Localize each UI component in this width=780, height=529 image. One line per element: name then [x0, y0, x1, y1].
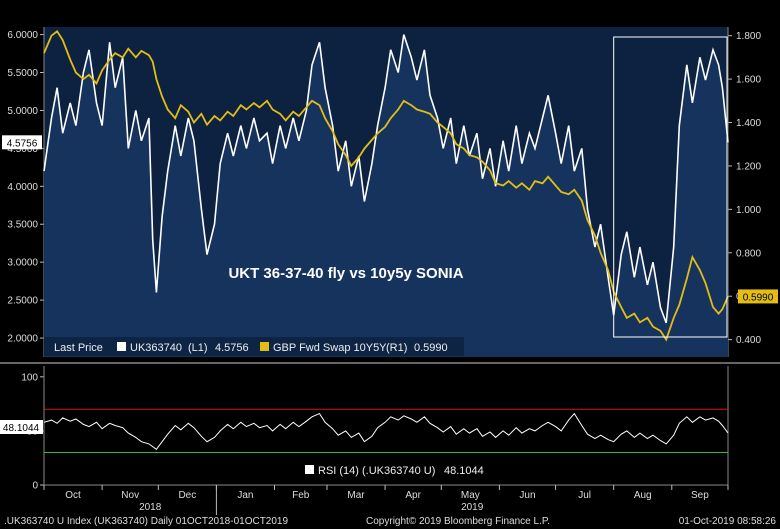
- right-axis-label: 1.400: [736, 118, 761, 129]
- x-axis-label: Jul: [578, 490, 591, 501]
- left-axis-label: 3.0000: [7, 258, 38, 269]
- x-axis-label: Jun: [519, 490, 535, 501]
- chart-annotation: UKT 36-37-40 fly vs 10y5y SONIA: [228, 265, 463, 282]
- right-axis-label: 1.800: [736, 31, 761, 42]
- uk363740-area: [44, 34, 728, 357]
- right-axis-label: 1.000: [736, 205, 761, 216]
- footer-right: 01-Oct-2019 08:58:26: [679, 516, 777, 527]
- left-axis-label: 4.5000: [7, 144, 38, 155]
- legend-swatch-uk363740: [117, 342, 126, 351]
- highlight-box: [613, 36, 728, 338]
- left-axis-label: 3.5000: [7, 220, 38, 231]
- left-axis-label: 2.0000: [7, 334, 38, 345]
- rsi-last-badge: [0, 420, 43, 434]
- x-axis-label: Apr: [405, 490, 421, 501]
- x-axis-label: Nov: [121, 490, 139, 501]
- x-axis-label: May: [461, 490, 480, 501]
- last-value-badge-right-text: 0.5990: [743, 292, 774, 303]
- footer-center: Copyright© 2019 Bloomberg Finance L.P.: [366, 516, 550, 527]
- x-axis-year-label: 2018: [139, 502, 162, 513]
- legend-s1-axis: (L1): [188, 342, 208, 354]
- main-panel: 6.0000 5.5000 5.0000 4.5000 4.0000 3.5000 3.00…: [2, 27, 778, 357]
- rsi-panel: 100500 48.1044 RSI (14) (.UK363740 U) 48…: [0, 366, 729, 492]
- legend-s1-last: 4.5756: [215, 342, 249, 354]
- legend-s1-label: UK363740: [130, 342, 182, 354]
- left-axis-label: 5.5000: [7, 68, 38, 79]
- x-axis-label: Sep: [691, 490, 709, 501]
- left-axis-label: 6.0000: [7, 30, 38, 41]
- x-axis-year-label: 2019: [461, 502, 484, 513]
- rsi-line: [43, 412, 729, 450]
- rsi-legend-value: 48.1044: [444, 465, 484, 477]
- rsi-axis-label: 0: [32, 481, 38, 492]
- last-value-badge-right: [738, 289, 778, 304]
- right-axis-label: 0.400: [736, 335, 761, 346]
- left-axis-label: 2.5000: [7, 296, 38, 307]
- last-value-badge-left-text: 4.5756: [7, 138, 38, 149]
- legend-s2-label: GBP Fwd Swap 10Y5Y: [273, 342, 387, 354]
- x-axis: Oct Nov Dec Jan Feb Mar Apr May Jun Jul Aug Sep 2018…: [43, 484, 729, 515]
- x-axis-label: Oct: [65, 490, 81, 501]
- gbp-fwd-swap-line: [43, 29, 729, 342]
- legend-s2-last: 0.5990: [414, 342, 448, 354]
- last-value-badge-left: [2, 135, 42, 150]
- x-axis-label: Jan: [237, 490, 253, 501]
- rsi-legend-bg: [298, 461, 488, 479]
- left-axis: 6.0000 5.5000 5.0000 4.5000 4.0000 3.5000 3.00…: [7, 27, 45, 357]
- left-axis-label: 5.0000: [7, 106, 38, 117]
- legend-swatch-gbp-fwd: [260, 342, 269, 351]
- legend-s2-axis: (R1): [386, 342, 407, 354]
- rsi-last-badge-text: 48.1044: [3, 423, 40, 434]
- legend-bg: [44, 337, 464, 356]
- x-axis-label: Aug: [634, 490, 652, 501]
- right-axis-label: 1.200: [736, 161, 761, 172]
- right-axis-label: 0.800: [736, 248, 761, 259]
- rsi-legend-swatch: [305, 465, 314, 474]
- rsi-legend-label: RSI (14) (.UK363740 U): [318, 465, 435, 477]
- legend-prefix: Last Price: [54, 342, 103, 354]
- x-axis-label: Feb: [292, 490, 310, 501]
- x-axis-label: Dec: [178, 490, 196, 501]
- footer-left: .UK363740 U Index (UK363740) Daily 01OCT…: [4, 516, 288, 527]
- right-axis-label: 1.600: [736, 75, 761, 86]
- left-axis-label: 4.0000: [7, 182, 38, 193]
- x-axis-label: Mar: [347, 490, 365, 501]
- rsi-axis-label: 100: [21, 372, 38, 383]
